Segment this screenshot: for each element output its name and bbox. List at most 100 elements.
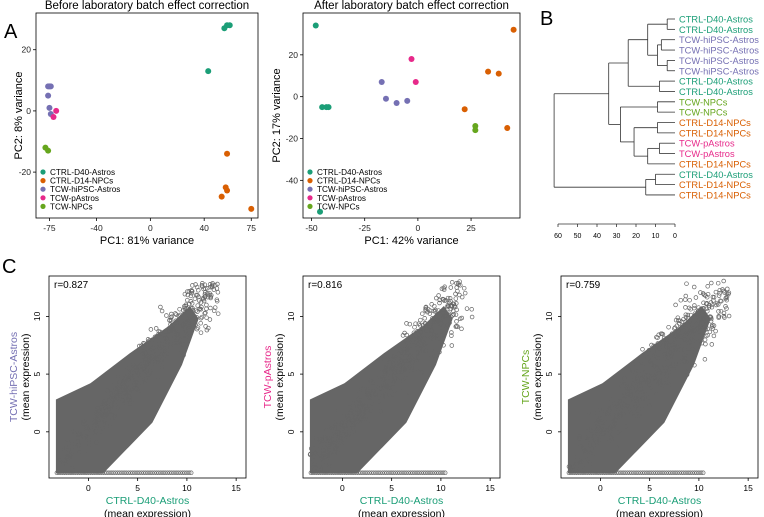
data-point: [322, 453, 327, 458]
data-point: [157, 329, 163, 335]
data-point: [429, 470, 435, 476]
dendrogram-leaf-label: CTRL-D14-NPCs: [679, 190, 751, 200]
data-point: [129, 369, 135, 375]
data-point: [586, 470, 591, 476]
data-point: [635, 470, 641, 476]
data-point: [150, 337, 155, 342]
data-point: [650, 373, 656, 378]
plot-frame: [35, 12, 259, 219]
data-point: [420, 343, 425, 348]
data-point: [432, 353, 438, 359]
data-point: [358, 470, 363, 476]
data-point: [380, 470, 385, 476]
data-point: [581, 470, 587, 476]
data-point: [407, 352, 412, 357]
data-point: [152, 361, 158, 367]
data-point: [621, 405, 626, 410]
data-point: [184, 470, 190, 476]
data-point: [592, 470, 598, 476]
dendrogram-axis-tick-label: 30: [613, 233, 621, 240]
data-point: [649, 342, 654, 348]
x-tick-label: -75: [43, 223, 56, 233]
data-point: [80, 429, 86, 434]
data-point: [454, 319, 459, 324]
y-axis-label: TCW-pAstros: [262, 346, 274, 409]
data-point: [321, 470, 327, 476]
data-point: [99, 429, 105, 435]
data-point: [422, 320, 428, 326]
y-tick-label: -20: [19, 167, 32, 177]
data-point: [679, 344, 684, 349]
data-point: [187, 318, 192, 324]
data-point: [647, 403, 652, 409]
data-point: [420, 348, 425, 354]
data-point: [193, 308, 199, 313]
data-point: [716, 309, 721, 314]
x-tick-label: 25: [466, 223, 476, 233]
legend-marker: [40, 186, 46, 192]
data-point: [342, 423, 347, 429]
data-point: [683, 293, 689, 299]
data-point: [635, 375, 640, 381]
data-point: [681, 470, 686, 476]
data-point: [185, 292, 191, 298]
data-point: [636, 413, 642, 419]
data-point: [125, 397, 131, 402]
data-point: [449, 333, 454, 338]
data-point: [84, 470, 90, 476]
data-point: [469, 307, 474, 312]
data-point: [202, 311, 207, 316]
data-point: [693, 295, 699, 300]
data-point: [709, 302, 715, 307]
data-point: [76, 441, 81, 447]
data-point: [155, 354, 160, 359]
data-point: [162, 470, 168, 476]
data-point: [140, 351, 145, 356]
pca-before-chart: Before laboratory batch effect correctio…: [13, 0, 259, 247]
data-point: [85, 424, 90, 429]
data-point: [173, 470, 179, 476]
legend-marker: [40, 178, 46, 184]
data-point: [143, 380, 148, 385]
data-point: [200, 281, 205, 286]
data-point: [159, 359, 164, 365]
data-point: [156, 470, 161, 476]
data-point: [717, 291, 722, 296]
data-point: [676, 329, 681, 334]
data-point: [346, 426, 352, 431]
data-point: [591, 451, 596, 456]
data-point: [207, 317, 213, 322]
x-tick-label: 10: [436, 483, 446, 493]
data-point: [716, 315, 721, 320]
data-point: [630, 362, 636, 367]
data-point: [647, 378, 652, 384]
data-point: [139, 470, 144, 476]
data-point: [182, 291, 188, 297]
data-point: [585, 425, 591, 431]
data-point: [97, 470, 103, 476]
data-point: [354, 403, 359, 408]
data-point: [593, 440, 599, 445]
data-point: [418, 330, 423, 335]
data-point: [367, 395, 373, 401]
data-point: [391, 380, 396, 386]
data-point: [409, 357, 415, 362]
dendrogram-axis-tick-label: 60: [554, 233, 562, 240]
data-point: [414, 349, 420, 355]
data-point: [697, 329, 702, 335]
x-tick-label: 40: [199, 223, 209, 233]
data-point: [457, 316, 463, 322]
data-point: [148, 368, 153, 373]
plot-frame: [48, 275, 247, 479]
data-point: [334, 445, 339, 451]
data-point: [633, 470, 639, 476]
legend-label: CTRL-D40-Astros: [317, 168, 382, 177]
data-point: [485, 68, 492, 75]
data-point: [674, 323, 680, 328]
data-point: [657, 346, 662, 351]
data-point: [149, 470, 155, 476]
data-point: [388, 366, 394, 372]
data-point: [705, 332, 710, 338]
data-point: [364, 408, 369, 413]
data-point: [694, 314, 700, 319]
